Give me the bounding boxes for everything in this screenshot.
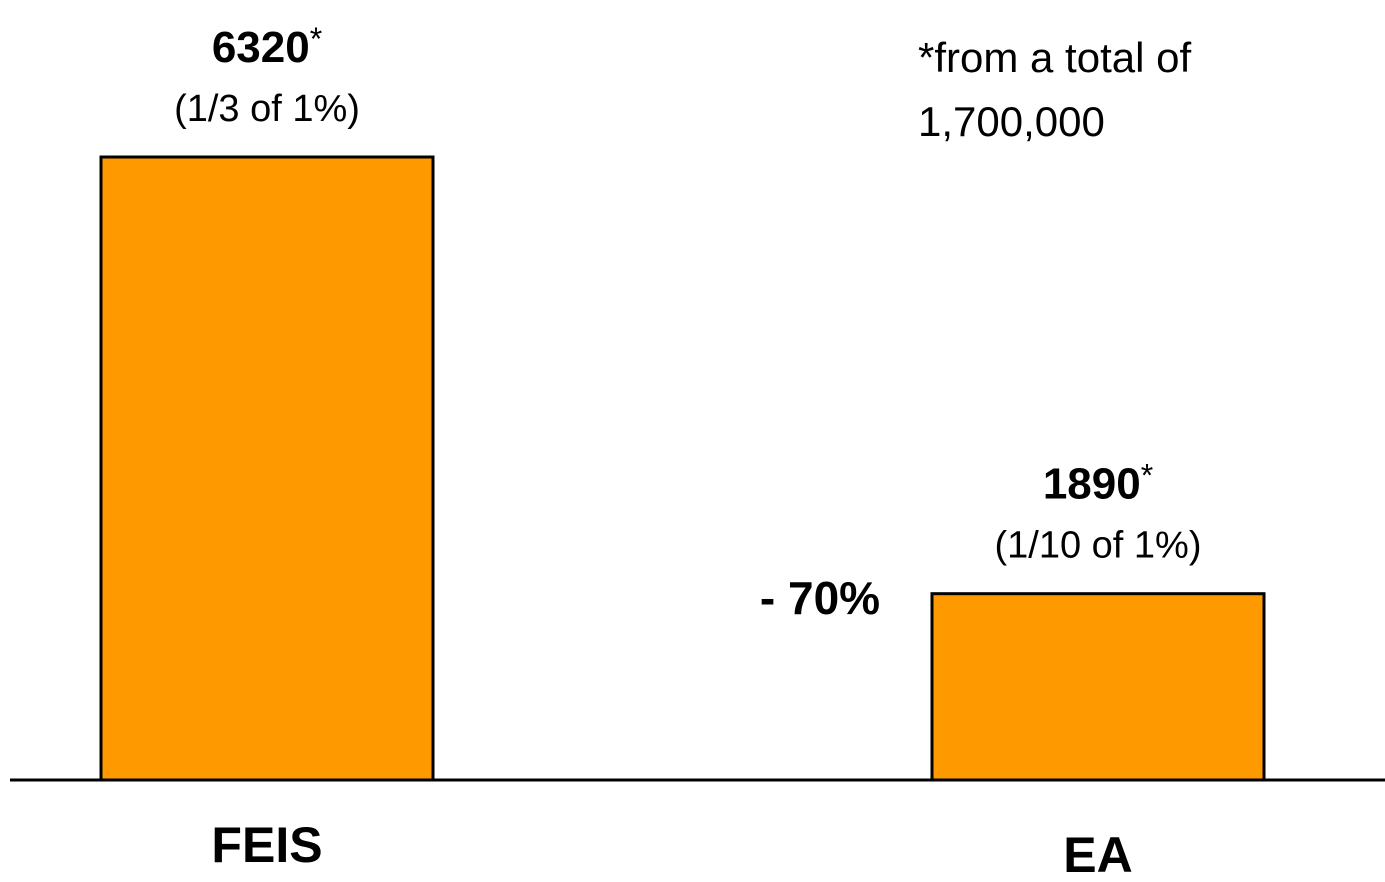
- data-label-value: 1890*: [1043, 458, 1153, 509]
- data-label-sub: (1/10 of 1%): [995, 525, 1202, 567]
- data-label-value: 6320*: [212, 21, 322, 72]
- footnote-line-1: *from a total of: [918, 34, 1191, 81]
- bar-ea: [930, 592, 1266, 782]
- change-annotation: - 70%: [760, 572, 880, 624]
- data-label-sub: (1/3 of 1%): [174, 88, 360, 130]
- category-label-feis: FEIS: [211, 817, 322, 873]
- bars-group: [99, 155, 1266, 782]
- bar-feis: [99, 155, 435, 782]
- footnote-line-2: 1,700,000: [918, 98, 1105, 145]
- category-label-ea: EA: [1063, 827, 1132, 882]
- labels-group: 6320* (1/3 of 1%) FEIS 1890* (1/10 of 1%) EA: [174, 21, 1201, 882]
